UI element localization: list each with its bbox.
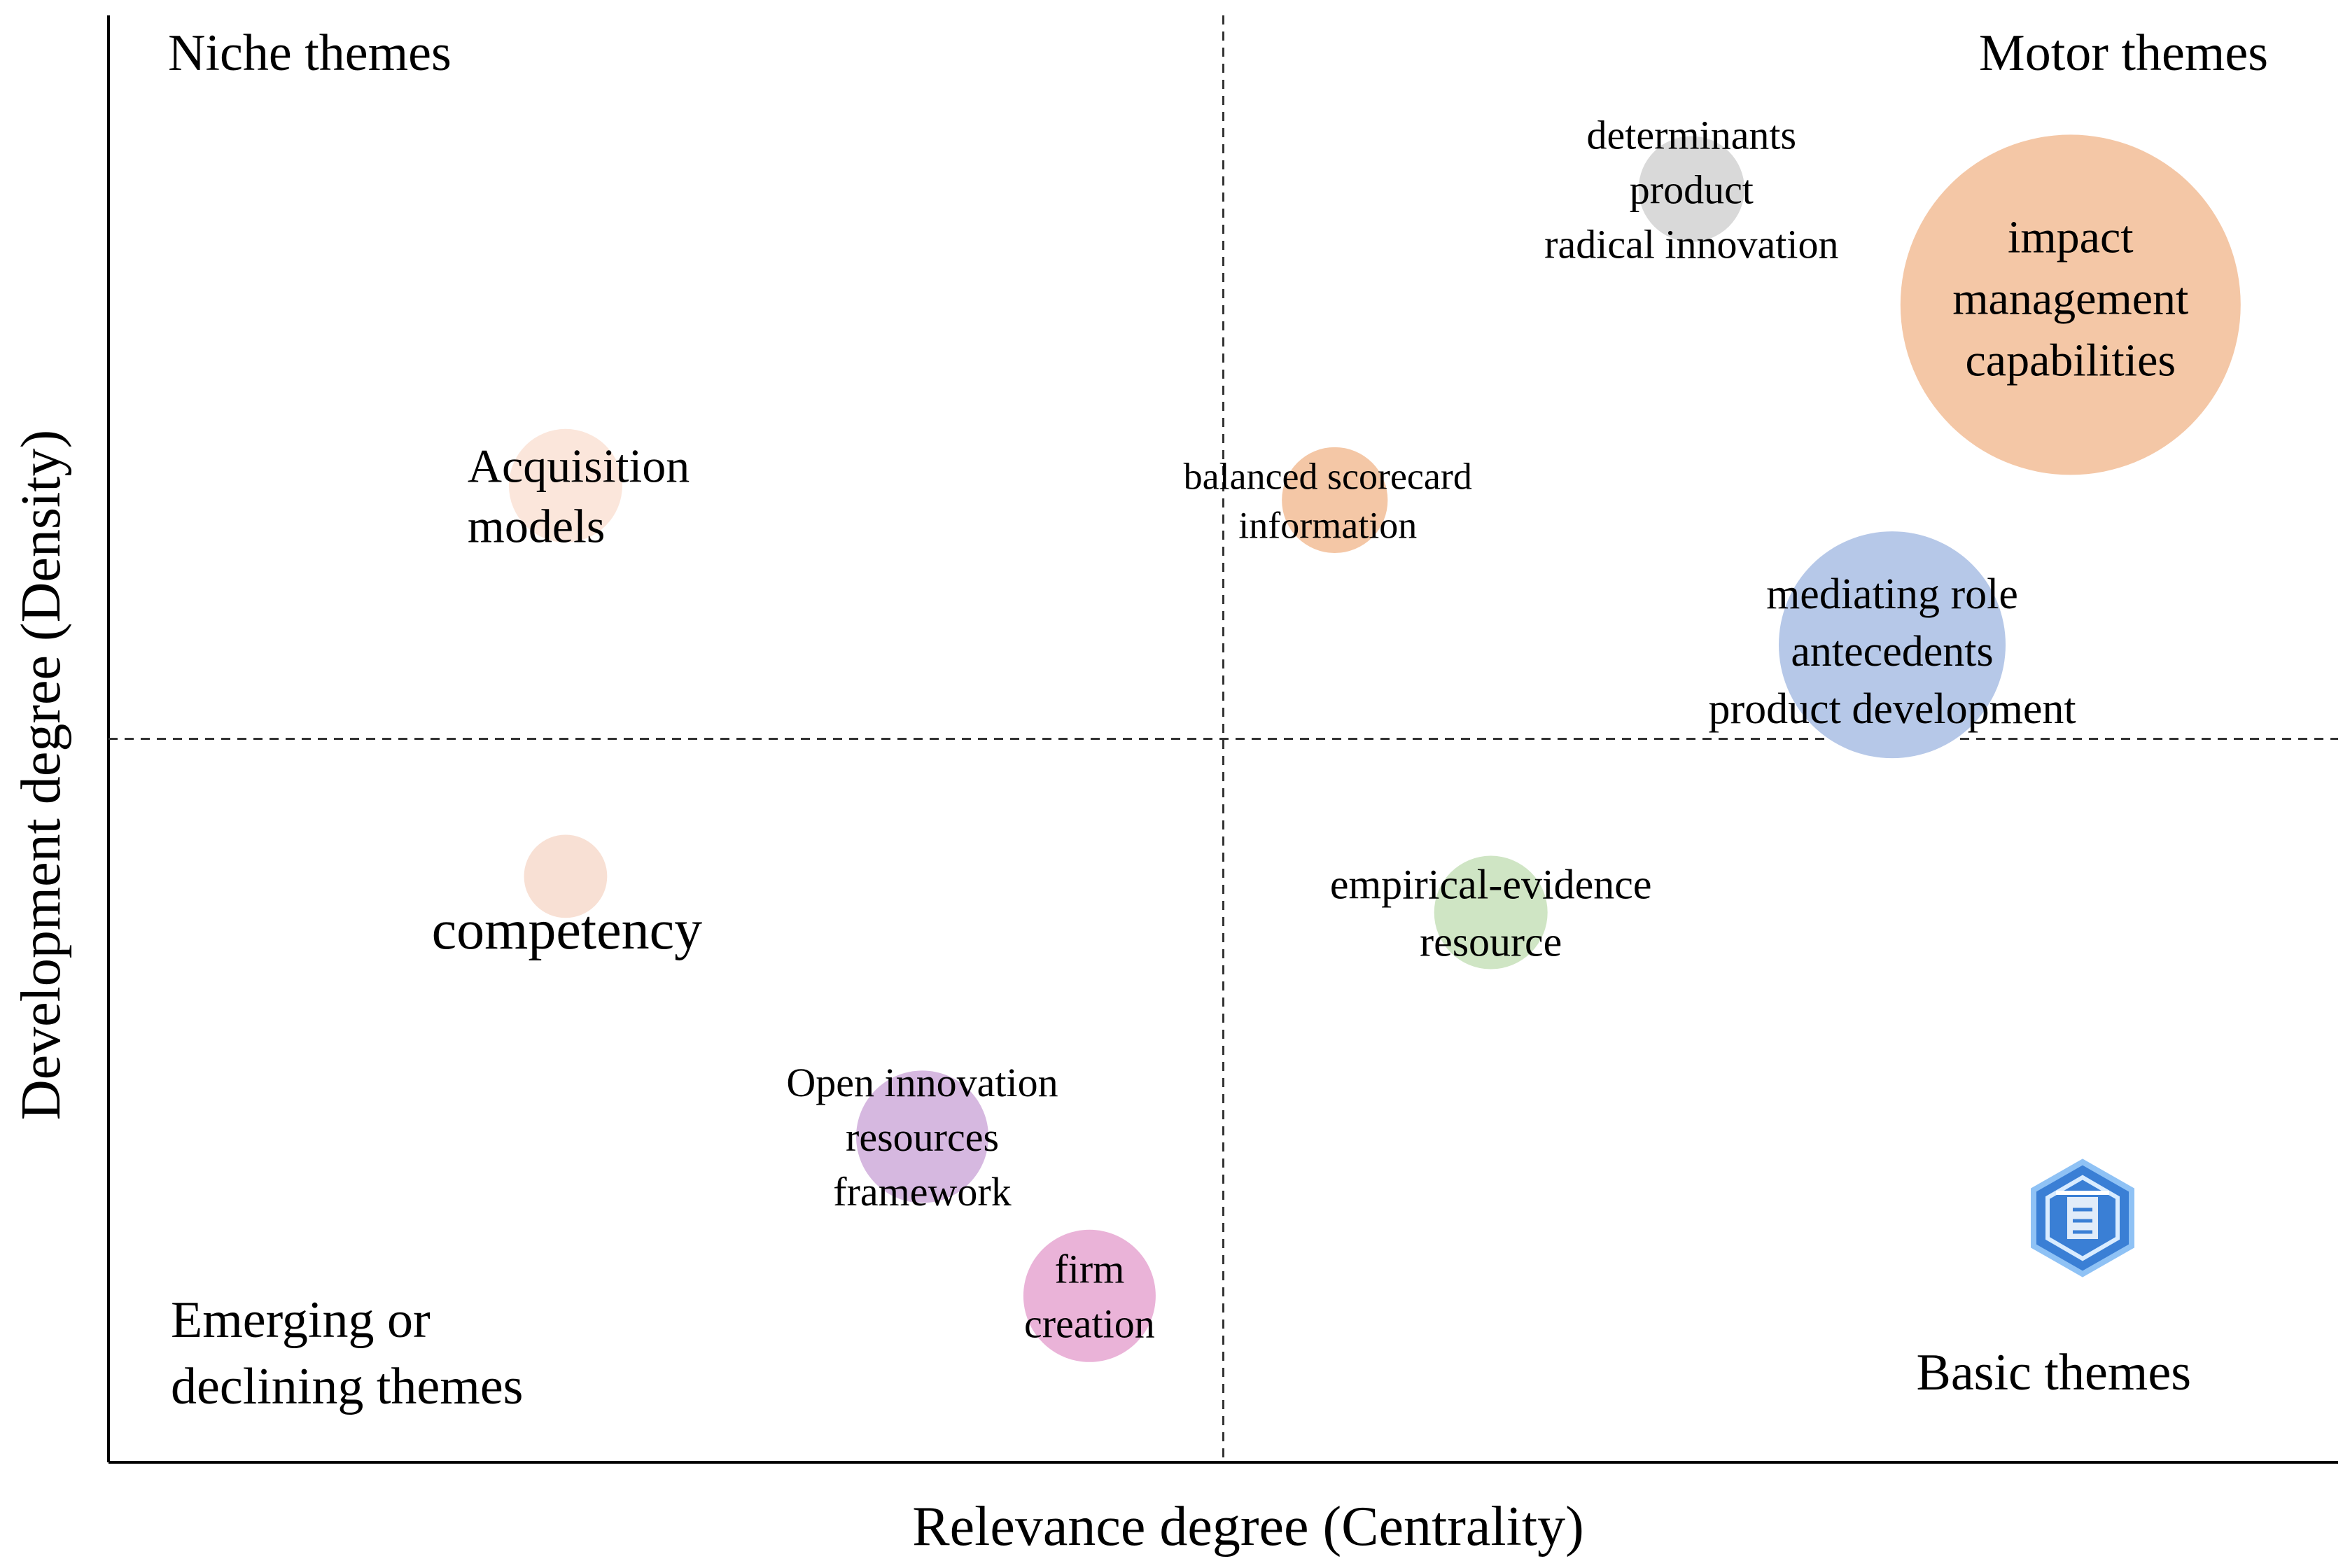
- cluster-bubble-impact: [1900, 134, 2241, 475]
- cluster-bubble-acquisition: [508, 428, 622, 542]
- cluster-label-empirical-1: empirical-evidence: [1330, 862, 1652, 908]
- shield-logo-icon: [2031, 1158, 2134, 1278]
- cluster-bubble-empirical: [1434, 855, 1548, 969]
- quadrant-label-niche: Niche themes: [168, 24, 452, 82]
- cluster-group: determinants product radical innovation imp…: [432, 112, 2241, 1362]
- quadrant-label-motor: Motor themes: [1979, 24, 2268, 82]
- cluster-bubble-balanced: [1282, 447, 1388, 554]
- cluster-label-determinants-1: determinants: [1587, 112, 1797, 158]
- y-axis-title: Development degree (Density): [11, 430, 72, 1120]
- cluster-label-impact-2: management: [1952, 274, 2188, 325]
- cluster-label-impact-1: impact: [2008, 212, 2134, 263]
- cluster-label-open-innovation-1: Open innovation: [786, 1060, 1058, 1105]
- cluster-bubble-determinants: [1638, 136, 1744, 242]
- cluster-label-empirical-2: resource: [1420, 919, 1562, 965]
- quadrant-label-emerging-line-1: Emerging or: [171, 1292, 431, 1349]
- cluster-label-mediating-2: antecedents: [1791, 628, 1993, 676]
- cluster-bubble-open-innovation: [856, 1070, 989, 1203]
- cluster-label-competency-1: competency: [432, 899, 702, 961]
- quadrant-label-basic: Basic themes: [1916, 1344, 2191, 1401]
- cluster-label-determinants-2: product: [1630, 167, 1754, 212]
- cluster-label-open-innovation-3: framework: [833, 1169, 1011, 1214]
- cluster-label-balanced-2: information: [1238, 504, 1417, 546]
- cluster-label-firm-1: firm: [1054, 1247, 1124, 1292]
- cluster-label-open-innovation-2: resources: [846, 1114, 999, 1160]
- cluster-bubble-competency: [524, 834, 608, 918]
- cluster-bubble-mediating: [1779, 531, 2006, 759]
- quadrant-label-emerging: Emerging or declining themes: [171, 1292, 523, 1415]
- quadrant-label-emerging-line-2: declining themes: [171, 1358, 523, 1415]
- cluster-label-acquisition-2: models: [468, 500, 605, 553]
- cluster-label-impact-3: capabilities: [1966, 335, 2176, 386]
- cluster-label-mediating-1: mediating role: [1766, 570, 2018, 618]
- cluster-label-balanced-1: balanced scorecard: [1184, 455, 1472, 497]
- x-axis-title: Relevance degree (Centrality): [912, 1496, 1584, 1558]
- cluster-bubble-firm: [1023, 1229, 1156, 1362]
- cluster-label-determinants-3: radical innovation: [1544, 221, 1838, 267]
- cluster-label-firm-2: creation: [1024, 1301, 1155, 1347]
- cluster-label-mediating-3: product development: [1708, 685, 2076, 733]
- cluster-label-acquisition-1: Acquisition: [468, 440, 690, 493]
